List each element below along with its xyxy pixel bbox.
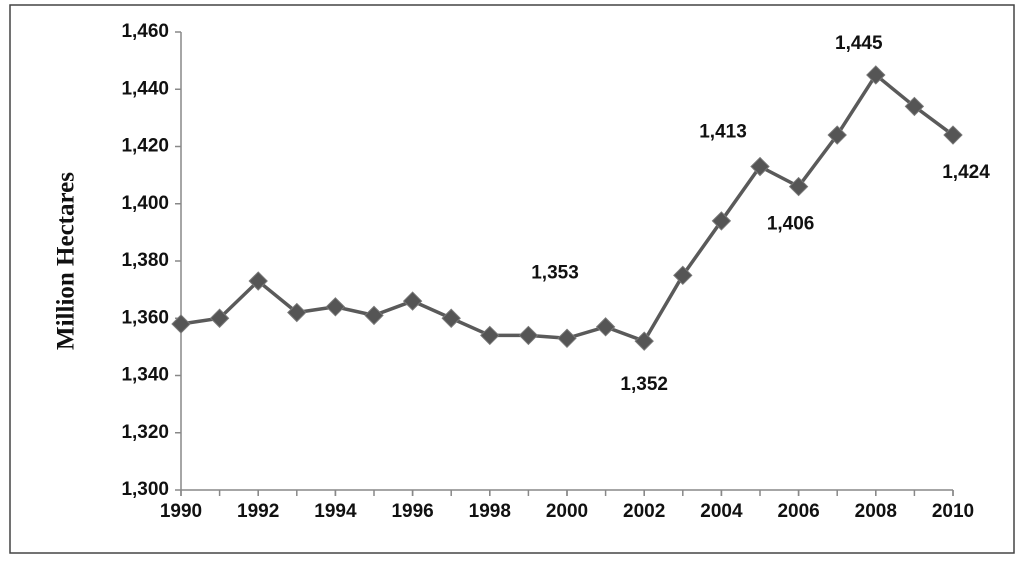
x-tick-label: 2010 [932, 501, 974, 522]
data-point [557, 328, 577, 348]
data-point [711, 211, 732, 231]
data-point [518, 325, 539, 346]
data-point [788, 176, 809, 197]
x-tick-label: 1994 [314, 501, 357, 522]
y-tick-label: 1,420 [121, 136, 169, 157]
x-tick-label: 1998 [469, 501, 511, 522]
data-point [904, 96, 925, 117]
data-label: 1,413 [699, 122, 747, 143]
data-label: 1,406 [767, 214, 815, 235]
data-point [441, 308, 461, 328]
data-point [325, 297, 346, 317]
data-label: 1,352 [620, 374, 668, 395]
data-label: 1,424 [942, 162, 990, 183]
y-tick-label: 1,440 [121, 78, 169, 99]
data-point [827, 125, 847, 145]
x-tick-label: 1990 [160, 501, 202, 522]
data-point [171, 314, 191, 334]
x-tick-label: 2004 [700, 501, 743, 522]
y-tick-label: 1,320 [121, 422, 169, 443]
x-tick-label: 2002 [623, 501, 665, 522]
y-tick-label: 1,460 [121, 21, 169, 42]
data-point [634, 331, 654, 351]
data-point [364, 305, 384, 326]
chart-border [9, 4, 1015, 554]
data-line [180, 72, 955, 344]
x-tick-label: 2006 [777, 501, 819, 522]
y-tick-label: 1,400 [121, 193, 169, 214]
data-point [943, 125, 963, 145]
data-point [287, 302, 307, 323]
data-point [402, 291, 423, 311]
data-label: 1,353 [531, 262, 579, 283]
data-point [480, 325, 500, 346]
data-point [209, 308, 230, 328]
y-tick-label: 1,300 [121, 479, 169, 500]
data-point [673, 265, 693, 286]
y-axis-title: Million Hectares [53, 172, 80, 350]
y-tick-label: 1,340 [121, 365, 169, 386]
y-tick-label: 1,380 [121, 250, 169, 271]
x-tick-label: 2000 [546, 501, 588, 522]
y-tick-label: 1,360 [121, 307, 169, 328]
data-point [866, 65, 886, 85]
data-label: 1,445 [835, 33, 883, 54]
x-tick-label: 1996 [391, 501, 433, 522]
x-tick-label: 1992 [237, 501, 279, 522]
data-point [595, 317, 616, 337]
x-tick-label: 2008 [855, 501, 897, 522]
data-point [750, 156, 770, 177]
data-point [248, 271, 268, 291]
